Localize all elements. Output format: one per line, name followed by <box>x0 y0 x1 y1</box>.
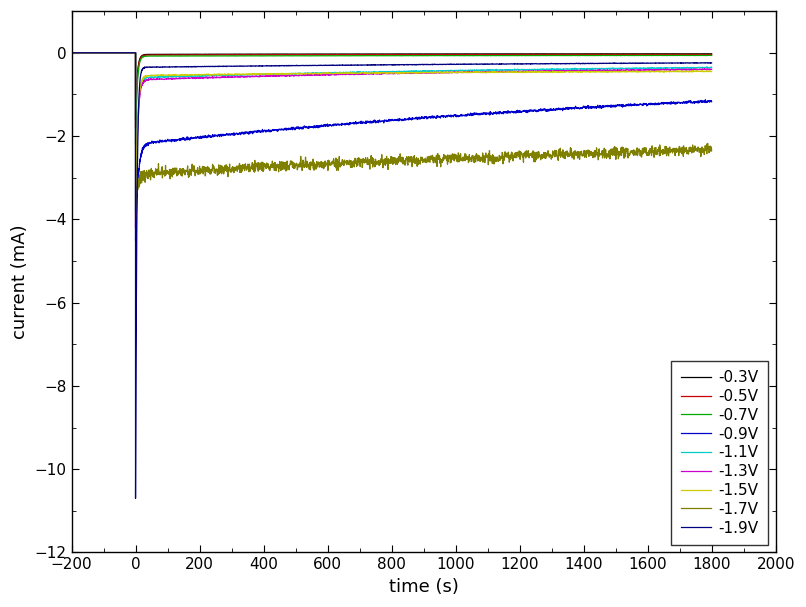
-0.9V <box>131 237 140 244</box>
-0.5V <box>235 51 244 58</box>
-0.7V <box>131 141 140 148</box>
-1.7V <box>134 177 143 185</box>
-1.3V <box>235 73 244 80</box>
-1.3V <box>663 66 672 73</box>
-1.1V <box>131 208 140 215</box>
-1.3V <box>67 49 77 56</box>
-0.9V <box>134 166 143 174</box>
-1.5V <box>663 68 672 75</box>
-1.7V <box>131 203 140 210</box>
-0.3V <box>134 58 143 66</box>
-0.3V <box>375 50 384 58</box>
-0.7V <box>375 52 384 59</box>
-1.5V <box>707 68 717 75</box>
-1.9V <box>131 348 141 355</box>
-0.3V <box>663 50 672 58</box>
-0.7V <box>134 63 143 70</box>
-1.1V <box>663 64 672 72</box>
-1.1V <box>131 175 141 182</box>
-1.7V <box>131 188 141 195</box>
Line: -1.9V: -1.9V <box>72 53 712 498</box>
Line: -0.9V: -0.9V <box>72 53 712 240</box>
Line: -0.5V: -0.5V <box>72 53 712 127</box>
Line: -1.7V: -1.7V <box>72 53 712 206</box>
-1.7V <box>663 148 672 155</box>
X-axis label: time (s): time (s) <box>388 578 459 596</box>
-1.5V <box>375 69 384 76</box>
-0.7V <box>67 49 77 56</box>
-1.9V <box>67 49 77 56</box>
-1.9V <box>134 93 143 100</box>
-1.9V <box>663 59 672 67</box>
-1.9V <box>678 59 688 67</box>
-1.5V <box>67 49 77 56</box>
Line: -1.5V: -1.5V <box>72 53 712 219</box>
-0.9V <box>131 219 141 226</box>
-1.5V <box>678 67 688 75</box>
-1.3V <box>375 70 384 78</box>
Legend: -0.3V, -0.5V, -0.7V, -0.9V, -1.1V, -1.3V, -1.5V, -1.7V, -1.9V: -0.3V, -0.5V, -0.7V, -0.9V, -1.1V, -1.3V… <box>671 361 768 545</box>
-1.3V <box>131 188 141 195</box>
-1.3V <box>678 66 688 73</box>
-1.1V <box>67 49 77 56</box>
-0.7V <box>707 52 717 59</box>
-1.9V <box>375 61 384 69</box>
-1.7V <box>375 158 384 165</box>
-0.9V <box>678 100 688 107</box>
Line: -0.7V: -0.7V <box>72 53 712 144</box>
-1.3V <box>131 224 140 231</box>
-1.7V <box>678 144 688 152</box>
-0.5V <box>134 60 143 67</box>
-0.5V <box>678 51 688 58</box>
-0.3V <box>131 116 140 123</box>
-0.7V <box>663 52 672 59</box>
-1.1V <box>134 97 143 104</box>
-0.3V <box>678 50 688 58</box>
-0.9V <box>235 129 244 137</box>
-0.3V <box>707 50 717 58</box>
-0.3V <box>235 50 244 58</box>
-1.7V <box>67 49 77 56</box>
Line: -1.3V: -1.3V <box>72 53 712 228</box>
-1.1V <box>678 64 688 72</box>
Line: -0.3V: -0.3V <box>72 53 712 120</box>
Line: -1.1V: -1.1V <box>72 53 712 211</box>
-1.1V <box>375 68 384 75</box>
-0.7V <box>678 52 688 59</box>
-1.1V <box>235 71 244 78</box>
-0.7V <box>131 116 141 123</box>
-1.3V <box>134 101 143 109</box>
-0.5V <box>67 49 77 56</box>
-0.5V <box>131 124 140 131</box>
-1.3V <box>707 66 717 73</box>
-0.3V <box>131 97 141 104</box>
Y-axis label: current (mA): current (mA) <box>11 225 29 339</box>
-1.9V <box>707 59 717 67</box>
-0.9V <box>375 118 384 126</box>
-0.5V <box>707 51 717 58</box>
-0.9V <box>67 49 77 56</box>
-1.5V <box>131 215 140 223</box>
-1.7V <box>235 160 244 167</box>
-0.3V <box>67 49 77 56</box>
-1.9V <box>235 63 244 70</box>
-0.5V <box>375 51 384 58</box>
-1.1V <box>707 64 717 71</box>
-0.7V <box>235 52 244 59</box>
-0.9V <box>663 99 672 106</box>
-0.5V <box>663 51 672 58</box>
-1.5V <box>131 181 141 189</box>
-1.5V <box>235 70 244 78</box>
-0.9V <box>707 98 717 106</box>
-1.7V <box>707 147 717 154</box>
-1.5V <box>134 96 143 103</box>
-1.9V <box>131 495 140 502</box>
-0.5V <box>131 103 141 110</box>
